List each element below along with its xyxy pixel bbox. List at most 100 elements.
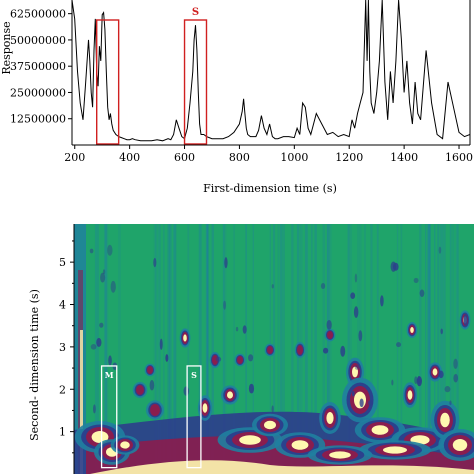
heatmap-streak: [376, 224, 379, 474]
heatmap-spot: [92, 404, 96, 414]
heatmap-streak: [347, 224, 350, 474]
heatmap-peak: [329, 451, 351, 459]
heatmap-streak: [364, 224, 366, 474]
heatmap-peak: [227, 391, 233, 399]
heatmap-peak: [352, 366, 358, 378]
heatmap-spot: [215, 356, 222, 362]
heatmap-peak: [440, 412, 450, 428]
y-tick-label: 62500000: [10, 8, 66, 21]
heatmap-streak: [169, 224, 172, 474]
heatmap-peak: [120, 441, 130, 449]
heatmap-spot: [320, 282, 326, 289]
x-tick-label: 800: [229, 151, 250, 164]
heatmap-streak: [457, 224, 459, 474]
heatmap-spot: [358, 330, 363, 342]
heatmap-streak: [187, 224, 190, 474]
heatmap-peak: [452, 439, 468, 451]
heatmap-peak: [150, 404, 160, 416]
heatmap-streak: [440, 224, 443, 474]
heatmap-spot: [242, 325, 247, 334]
series-line: [71, 0, 470, 142]
heatmap-streak: [223, 224, 227, 474]
heatmap-spot: [271, 284, 274, 289]
heatmap-streak: [370, 224, 373, 474]
x-tick-label: 1200: [335, 151, 363, 164]
heatmap-peak: [407, 390, 413, 400]
heatmap-spot: [350, 292, 356, 299]
heatmap-spot: [149, 379, 155, 391]
heatmap-y-tick-label: 5: [59, 256, 66, 269]
heatmap-streak: [104, 224, 107, 474]
heatmap-spot: [354, 273, 358, 283]
heatmap-spot: [391, 379, 394, 386]
heatmap-spot: [367, 400, 374, 406]
heatmap-streak: [173, 224, 176, 474]
heatmap-streak: [174, 224, 177, 474]
y-tick-label: 37500000: [10, 60, 66, 73]
heatmap-spot: [417, 375, 421, 385]
heatmap-streak: [291, 224, 294, 474]
heatmap-streak: [105, 224, 109, 474]
y-tick-label: 12500000: [10, 113, 66, 126]
heatmap-streak: [252, 224, 254, 474]
y-tick-label: 25000000: [10, 86, 66, 99]
heatmap-streak: [198, 224, 202, 474]
heatmap-streak: [97, 224, 99, 474]
heatmap-spot: [414, 376, 418, 384]
heatmap-peak: [147, 366, 153, 374]
heatmap-streak: [314, 224, 317, 474]
heatmap-peak: [202, 403, 208, 413]
heatmap-peak: [291, 440, 309, 450]
heatmap-streak: [207, 224, 210, 474]
heatmap-spot: [107, 244, 113, 256]
heatmap-streak: [94, 224, 98, 474]
heatmap-peak: [212, 355, 218, 365]
heatmap-streak: [153, 224, 157, 474]
heatmap-streak: [304, 224, 308, 474]
heatmap-peak: [326, 412, 334, 424]
heatmap-peak: [264, 420, 276, 430]
heatmap-streak: [205, 224, 209, 474]
heatmap-streak: [437, 224, 440, 474]
heatmap-y-tick-label: 3: [59, 341, 66, 354]
heatmap-cells: [74, 224, 474, 474]
heatmap-streak: [245, 224, 247, 474]
heatmap-peak: [136, 385, 144, 395]
heatmap-streak: [437, 224, 439, 474]
heatmap-peak: [239, 435, 261, 445]
highlight-box: [100, 365, 118, 469]
heatmap-spot: [99, 322, 104, 328]
heatmap-streak: [419, 224, 422, 474]
heatmap-y-tick-label: 4: [59, 299, 66, 312]
x-tick-label: 200: [64, 151, 85, 164]
x-axis-label: First-dimension time (s): [203, 182, 337, 195]
heatmap-streak: [443, 224, 446, 474]
heatmap-spot: [248, 354, 254, 362]
x-tick-label: 1000: [280, 151, 308, 164]
heatmap-streak: [328, 224, 332, 474]
heatmap-spot: [340, 345, 346, 357]
heatmap-streak: [168, 224, 171, 474]
heatmap-spot: [380, 295, 384, 307]
heatmap-streak: [277, 224, 280, 474]
heatmap-peak: [383, 446, 407, 454]
heatmap-peak: [327, 331, 333, 339]
heatmap-spot: [444, 386, 451, 393]
heatmap-streak: [155, 224, 158, 474]
heatmap-spot: [90, 344, 97, 350]
heatmap-spot: [183, 386, 189, 396]
heatmap-spot: [248, 383, 255, 394]
heatmap-peak: [297, 345, 303, 355]
x-tick-label: 1400: [390, 151, 418, 164]
heatmap-peak: [91, 431, 109, 443]
heatmap-streak: [452, 224, 455, 474]
heatmap-streak: [359, 224, 362, 474]
heatmap-band: [90, 460, 474, 474]
annotation-label: S: [192, 7, 199, 18]
heatmap-y-axis-label: Second- dimension time (s): [28, 289, 41, 441]
y-tick-label: 50000000: [10, 34, 66, 47]
heatmap-streak: [326, 224, 330, 474]
heatmap-streak: [400, 224, 403, 474]
highlight-box: [96, 19, 120, 145]
